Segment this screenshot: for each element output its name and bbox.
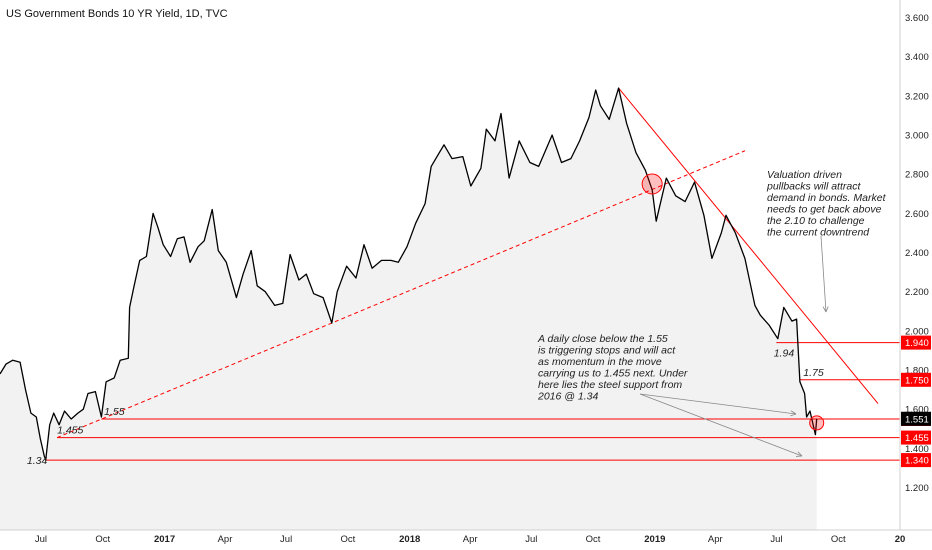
time-axis-label: Oct <box>586 534 601 545</box>
price-axis-label: 3.400 <box>905 52 929 63</box>
annotation-1-arrow-head <box>822 306 829 313</box>
time-axis-label: Oct <box>341 534 356 545</box>
price-tag-1.455-bg[interactable] <box>901 430 931 445</box>
time-axis-label: Apr <box>463 534 478 545</box>
level-label-1.455: 1.455 <box>57 425 83 437</box>
time-axis-labels: Jul Oct 2017 Apr Jul Oct 2018 Apr Jul Oct 2019 Apr J… <box>35 534 905 545</box>
price-axis-label: 2.000 <box>905 326 929 337</box>
breakdown-circle <box>641 173 663 195</box>
price-axis-label: 2.400 <box>905 248 929 259</box>
annotation-2-arrow-upper <box>639 393 797 415</box>
annotation-2-line: here lies the steel support from <box>538 379 682 391</box>
time-axis-label: Jul <box>280 534 292 545</box>
price-tag-1.455-text[interactable]: 1.455 <box>905 433 929 444</box>
marker-layer <box>641 173 825 431</box>
level-label-1.94: 1.94 <box>774 348 795 360</box>
dashed-uptrend-line <box>56 150 746 439</box>
time-axis-label: 2018 <box>399 534 420 545</box>
price-axis-label: 1.400 <box>905 444 929 455</box>
annotation-1: Valuation driven pullbacks will attract de… <box>766 169 887 239</box>
time-axis-label: 20 <box>895 534 906 545</box>
time-axis-label: Oct <box>95 534 110 545</box>
annotation-2-line: A daily close below the 1.55 <box>537 333 668 345</box>
level-label-1.34: 1.34 <box>27 455 48 467</box>
time-axis-label: Jul <box>525 534 537 545</box>
annotation-1-line: pullbacks will attract <box>766 181 861 193</box>
level-line-layer <box>45 342 900 461</box>
downtrend-line <box>618 87 879 404</box>
price-axis-label: 1.600 <box>905 405 929 416</box>
price-tag-1.940-bg[interactable] <box>901 335 931 350</box>
annotation-layer: 1.94 1.75 1.55 1.455 1.34 Valuation driven pul… <box>27 169 887 467</box>
current-price-tag-text[interactable]: 1.551 <box>905 414 929 425</box>
price-tag-1.940-text[interactable]: 1.940 <box>905 338 929 349</box>
price-axis-label: 2.600 <box>905 209 929 220</box>
price-axis-label: 3.200 <box>905 91 929 102</box>
time-axis-label: Apr <box>708 534 723 545</box>
price-tag-1.340-bg[interactable] <box>901 453 931 468</box>
annotation-2-arrow-lower-head <box>795 451 803 457</box>
annotation-1-arrow <box>820 235 827 313</box>
price-axis-labels: 1.200 1.400 1.600 1.800 2.000 2.200 2.400 2.600… <box>905 13 929 494</box>
time-axis-label: Jul <box>35 534 47 545</box>
price-axis-label: 3.600 <box>905 13 929 24</box>
price-line <box>0 87 818 461</box>
chart-title: US Government Bonds 10 YR Yield, 1D, TVC <box>6 8 228 20</box>
time-axis-label: Jul <box>770 534 782 545</box>
price-axis-label: 1.800 <box>905 366 929 377</box>
annotation-1-line: needs to get back above <box>767 204 882 216</box>
time-axis-label: 2017 <box>154 534 175 545</box>
price-line-layer <box>0 87 818 461</box>
price-area-fill <box>0 88 817 530</box>
current-price-tag-bg[interactable] <box>901 411 931 426</box>
level-label-1.75: 1.75 <box>803 367 824 379</box>
time-axis-label: Apr <box>218 534 233 545</box>
annotation-2: A daily close below the 1.55 is triggerin… <box>537 333 688 403</box>
annotation-2-line: as momentum in the move <box>538 356 662 368</box>
price-axis-label: 2.200 <box>905 287 929 298</box>
price-axis-label: 1.200 <box>905 483 929 494</box>
time-axis-label: 2019 <box>644 534 665 545</box>
annotation-2-line: carrying us to 1.455 next. Under <box>538 368 688 380</box>
price-axis-label: 3.000 <box>905 131 929 142</box>
level-label-1.55: 1.55 <box>104 406 125 418</box>
annotation-1-line: the 2.10 to challenge <box>767 215 865 227</box>
area-layer <box>0 88 817 530</box>
annotation-2-line: 2016 @ 1.34 <box>537 391 598 403</box>
annotation-1-line: Valuation driven <box>767 169 842 181</box>
annotation-1-line: demand in bonds. Market <box>767 192 887 204</box>
annotation-2-line: is triggering stops and will act <box>538 345 676 357</box>
annotation-2-arrow-upper-head <box>790 410 797 417</box>
price-tag-1.750-text[interactable]: 1.750 <box>905 375 929 386</box>
time-axis-label: Oct <box>831 534 846 545</box>
price-tag-1.340-text[interactable]: 1.340 <box>905 456 929 467</box>
price-tag-1.750-bg[interactable] <box>901 372 931 387</box>
current-price-circle <box>809 415 825 431</box>
price-axis-label: 2.800 <box>905 170 929 181</box>
annotation-1-line: the current downtrend <box>767 227 870 239</box>
trendline-layer <box>56 87 879 439</box>
annotation-2-arrow-lower <box>639 393 803 457</box>
